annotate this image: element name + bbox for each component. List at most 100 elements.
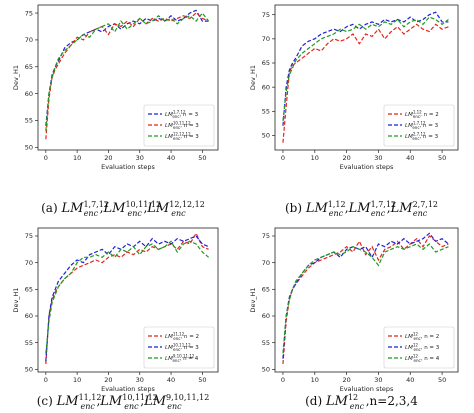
y-tick-label: 55	[25, 339, 33, 347]
legend-sub: enc	[173, 136, 180, 141]
x-tick-label: 30	[374, 154, 382, 162]
caption-label: (b)	[285, 201, 302, 215]
caption-base: LM	[99, 394, 123, 409]
y-tick-label: 50	[262, 366, 270, 374]
y-axis-label: Dev_H1	[12, 65, 20, 90]
caption-sup: 1,7,12	[83, 200, 108, 209]
y-tick-label: 65	[262, 286, 270, 294]
caption-text: ,	[387, 201, 391, 215]
caption-sup: 1,7,12	[371, 200, 396, 209]
legend-label: LM10,11,12 enc, n = 3	[165, 343, 199, 353]
y-tick-label: 55	[262, 339, 270, 347]
y-tick-label: 60	[262, 312, 270, 320]
legend-sub: enc	[172, 358, 179, 363]
legend-note: , n = 2	[180, 334, 199, 340]
legend-label: LM12 enc, n = 3	[405, 343, 440, 353]
x-tick-label: 10	[73, 154, 81, 162]
legend-sub: enc	[173, 125, 180, 130]
caption: (b) LM1,12 enc ,LM1,7,12 enc ,LM2,7,12 enc	[285, 200, 438, 218]
legend-sup: 12	[413, 354, 419, 359]
series-line	[45, 12, 210, 132]
y-tick-label: 70	[25, 36, 33, 44]
x-tick-label: 10	[311, 376, 319, 384]
caption-sup: 10,11,12	[122, 393, 158, 402]
legend-note: , n = 2	[421, 334, 440, 340]
legend-sup: 12	[413, 332, 419, 337]
caption-sup: 10,11,12	[125, 200, 161, 209]
legend-note: , n = 4	[180, 356, 199, 362]
series-line	[45, 240, 209, 354]
caption-sup: 2,7,12	[413, 200, 438, 209]
caption-base: LM	[143, 394, 167, 409]
y-tick-label: 50	[25, 144, 33, 152]
caption-sub: enc	[329, 209, 344, 218]
caption-base: LM	[146, 201, 170, 216]
caption-text: ,	[143, 201, 147, 215]
y-tick-label: 75	[262, 232, 270, 240]
x-tick-label: 10	[311, 154, 319, 162]
x-tick-label: 40	[167, 154, 175, 162]
x-tick-label: 0	[281, 154, 285, 162]
legend-sup: 12	[413, 343, 419, 348]
x-tick-label: 30	[136, 376, 144, 384]
caption-sub: enc	[127, 209, 142, 218]
y-tick-label: 75	[25, 232, 33, 240]
y-tick-label: 65	[25, 286, 33, 294]
series-line	[282, 16, 449, 122]
series-line	[282, 243, 449, 354]
caption: (d) LM12 enc ,n=2,3,4	[305, 393, 418, 411]
x-tick-label: 50	[438, 376, 446, 384]
legend-base: LM	[405, 334, 413, 340]
plot-frame	[37, 4, 219, 151]
caption: (c) LM11,12 enc ,LM10,11,12 enc ,LM9,10,11…	[37, 393, 210, 411]
x-tick-label: 40	[167, 376, 175, 384]
x-tick-label: 20	[104, 376, 112, 384]
legend-note: , n = 4	[421, 356, 440, 362]
y-axis-label: Dev_H1	[249, 287, 257, 312]
caption-base: LM	[103, 201, 127, 216]
legend-base: LM	[165, 112, 173, 118]
legend-sub: enc	[413, 114, 420, 119]
caption-text: ,	[345, 201, 349, 215]
legend-note: , n = 2	[420, 112, 439, 118]
legend-base: LM	[405, 134, 413, 140]
caption-sub: enc	[171, 209, 186, 218]
caption-sub: enc	[413, 209, 428, 218]
x-axis-label: Evaluation steps	[340, 385, 394, 393]
caption-sub: enc	[84, 209, 99, 218]
series-line	[282, 235, 449, 365]
legend-base: LM	[405, 123, 413, 129]
x-tick-label: 30	[136, 154, 144, 162]
legend-label: LM2,7,12 enc, n = 3	[405, 132, 439, 142]
y-axis-label: Dev_H1	[12, 287, 20, 312]
legend-sup: 2,7,12	[413, 132, 426, 137]
series-line	[45, 12, 209, 140]
legend-label: LM9,10,11,12 enc, n = 4	[165, 354, 199, 364]
legend-label: LM12,12,12 enc, n = 3	[165, 132, 199, 142]
caption: (a) LM1,7,12 enc ,LM10,11,12 enc ,LM12,12,…	[41, 200, 205, 218]
legend-note: , n = 3	[421, 345, 440, 351]
y-tick-label: 60	[262, 83, 270, 91]
legend-sub: enc	[412, 136, 419, 141]
legend-sub: enc	[414, 358, 421, 363]
legend-note: , n = 3	[180, 123, 199, 129]
legend-base: LM	[165, 134, 173, 140]
x-tick-label: 50	[438, 154, 446, 162]
legend-sub: enc	[414, 336, 421, 341]
legend-base: LM	[405, 345, 413, 351]
caption-sup: 1,12	[328, 200, 346, 209]
caption-base: LM	[60, 201, 84, 216]
caption-gap	[427, 205, 429, 214]
caption-label: (a)	[41, 201, 58, 215]
caption-base: LM	[305, 201, 329, 216]
caption-base: LM	[390, 201, 414, 216]
legend-base: LM	[165, 356, 173, 362]
caption-base: LM	[56, 394, 80, 409]
x-tick-label: 50	[198, 154, 206, 162]
legend-sup: 11,12	[173, 332, 185, 337]
y-tick-label: 65	[25, 63, 33, 71]
legend-label: LM1,7,12 enc, n = 3	[165, 110, 199, 120]
legend-note: , n = 3	[180, 345, 199, 351]
caption-sup: 12	[348, 393, 358, 402]
